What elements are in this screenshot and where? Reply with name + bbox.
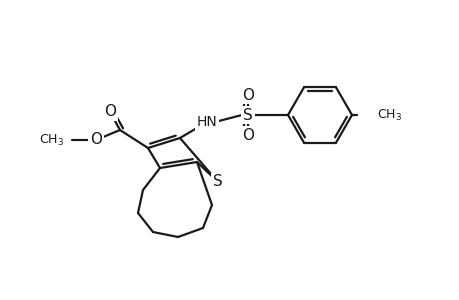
Text: S: S [243,107,252,122]
Text: O: O [104,104,116,119]
Text: CH$_3$: CH$_3$ [39,132,64,148]
Text: S: S [213,175,223,190]
Text: O: O [90,133,102,148]
Text: O: O [241,128,253,142]
Text: O: O [241,88,253,103]
Text: HN: HN [196,115,217,129]
Text: CH$_3$: CH$_3$ [376,107,401,122]
